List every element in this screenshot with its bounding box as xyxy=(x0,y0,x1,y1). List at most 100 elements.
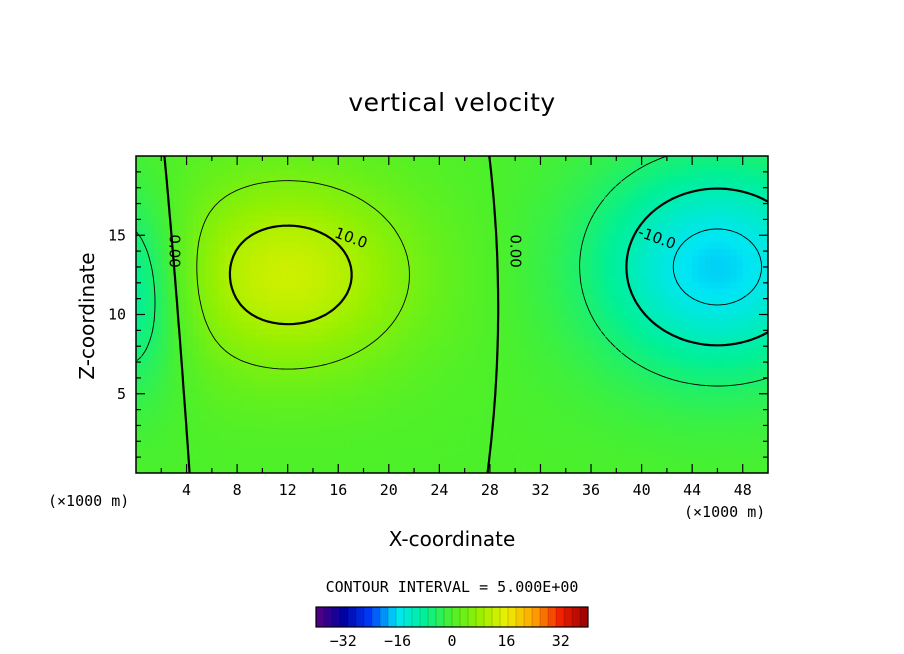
field-cell xyxy=(344,169,352,177)
field-cell xyxy=(496,175,504,184)
field-cell xyxy=(489,162,497,170)
field-cell xyxy=(565,162,573,170)
field-cell xyxy=(742,169,750,177)
field-cell xyxy=(388,426,396,434)
field-cell xyxy=(136,222,143,230)
field-cell xyxy=(692,208,700,217)
field-cell xyxy=(154,195,162,203)
field-cell xyxy=(622,340,630,349)
field-cell xyxy=(142,321,150,329)
contour-line xyxy=(136,156,768,387)
field-cell xyxy=(610,195,617,203)
field-cell xyxy=(306,466,314,473)
field-cell xyxy=(154,307,162,316)
field-cell xyxy=(369,354,377,362)
colorbar-swatch xyxy=(348,607,357,627)
field-cell xyxy=(325,413,333,421)
field-cell xyxy=(704,466,712,473)
field-cell xyxy=(338,241,346,250)
field-cell xyxy=(388,420,396,428)
field-cell xyxy=(180,327,188,335)
field-cell xyxy=(565,334,573,342)
field-cell xyxy=(192,446,200,454)
field-cell xyxy=(704,195,712,203)
field-cell xyxy=(407,360,415,368)
field-cell xyxy=(268,347,276,355)
field-cell xyxy=(363,420,371,428)
field-cell xyxy=(268,162,276,170)
field-cell xyxy=(673,182,681,190)
field-cell xyxy=(610,360,617,368)
field-cell xyxy=(180,453,188,461)
field-cell xyxy=(666,373,674,382)
field-cell xyxy=(647,380,655,388)
field-cell xyxy=(635,466,643,473)
field-cell xyxy=(319,288,327,296)
field-cell xyxy=(161,446,169,454)
field-cell xyxy=(148,241,156,250)
field-cell xyxy=(433,189,440,197)
field-cell xyxy=(395,439,403,448)
field-cell xyxy=(603,195,611,203)
field-cell xyxy=(331,215,339,223)
field-cell xyxy=(654,248,662,256)
field-cell xyxy=(616,459,624,467)
field-cell xyxy=(698,235,706,243)
field-cell xyxy=(559,334,567,342)
field-cell xyxy=(363,446,371,454)
field-cell xyxy=(489,156,497,164)
field-cell xyxy=(243,453,251,461)
field-cell xyxy=(692,222,700,230)
field-cell xyxy=(711,321,719,329)
field-cell xyxy=(243,208,251,217)
field-cell xyxy=(654,413,662,421)
field-cell xyxy=(401,406,409,415)
field-cell xyxy=(294,294,301,302)
field-cell xyxy=(192,453,200,461)
field-cell xyxy=(287,228,295,236)
field-cell xyxy=(458,215,466,223)
field-cell xyxy=(199,222,207,230)
field-cell xyxy=(148,387,156,395)
field-cell xyxy=(749,340,756,349)
field-cell xyxy=(508,459,516,467)
field-cell xyxy=(294,466,301,473)
field-cell xyxy=(647,354,655,362)
field-cell xyxy=(211,301,219,309)
field-cell xyxy=(673,413,681,421)
field-cell xyxy=(363,248,371,256)
field-cell xyxy=(186,413,194,421)
field-cell xyxy=(281,241,289,250)
field-cell xyxy=(717,459,725,467)
field-cell xyxy=(167,347,175,355)
field-cell xyxy=(464,175,472,184)
field-cell xyxy=(294,387,301,395)
field-cell xyxy=(420,274,428,283)
field-cell xyxy=(458,195,466,203)
field-cell xyxy=(325,222,333,230)
field-cell xyxy=(597,373,605,382)
field-cell xyxy=(167,327,175,335)
field-cell xyxy=(628,156,636,164)
field-cell xyxy=(521,274,529,283)
field-cell xyxy=(711,307,719,316)
colorbar-tick-labels: −32 −16 0 16 32 xyxy=(330,632,570,650)
field-cell xyxy=(591,241,598,250)
field-cell xyxy=(685,314,693,322)
field-cell xyxy=(249,255,257,263)
field-cell xyxy=(161,466,169,473)
field-cell xyxy=(660,162,668,170)
field-cell xyxy=(268,189,276,197)
field-cell xyxy=(647,274,655,283)
field-cell xyxy=(685,321,693,329)
field-cell xyxy=(698,162,706,170)
field-cell xyxy=(704,255,712,263)
field-cell xyxy=(148,347,156,355)
field-cell xyxy=(243,294,251,302)
field-cell xyxy=(540,162,548,170)
field-cell xyxy=(483,261,491,269)
field-cell xyxy=(628,433,636,441)
field-cell xyxy=(148,202,156,210)
field-cell xyxy=(603,182,611,190)
field-cell xyxy=(420,340,428,349)
